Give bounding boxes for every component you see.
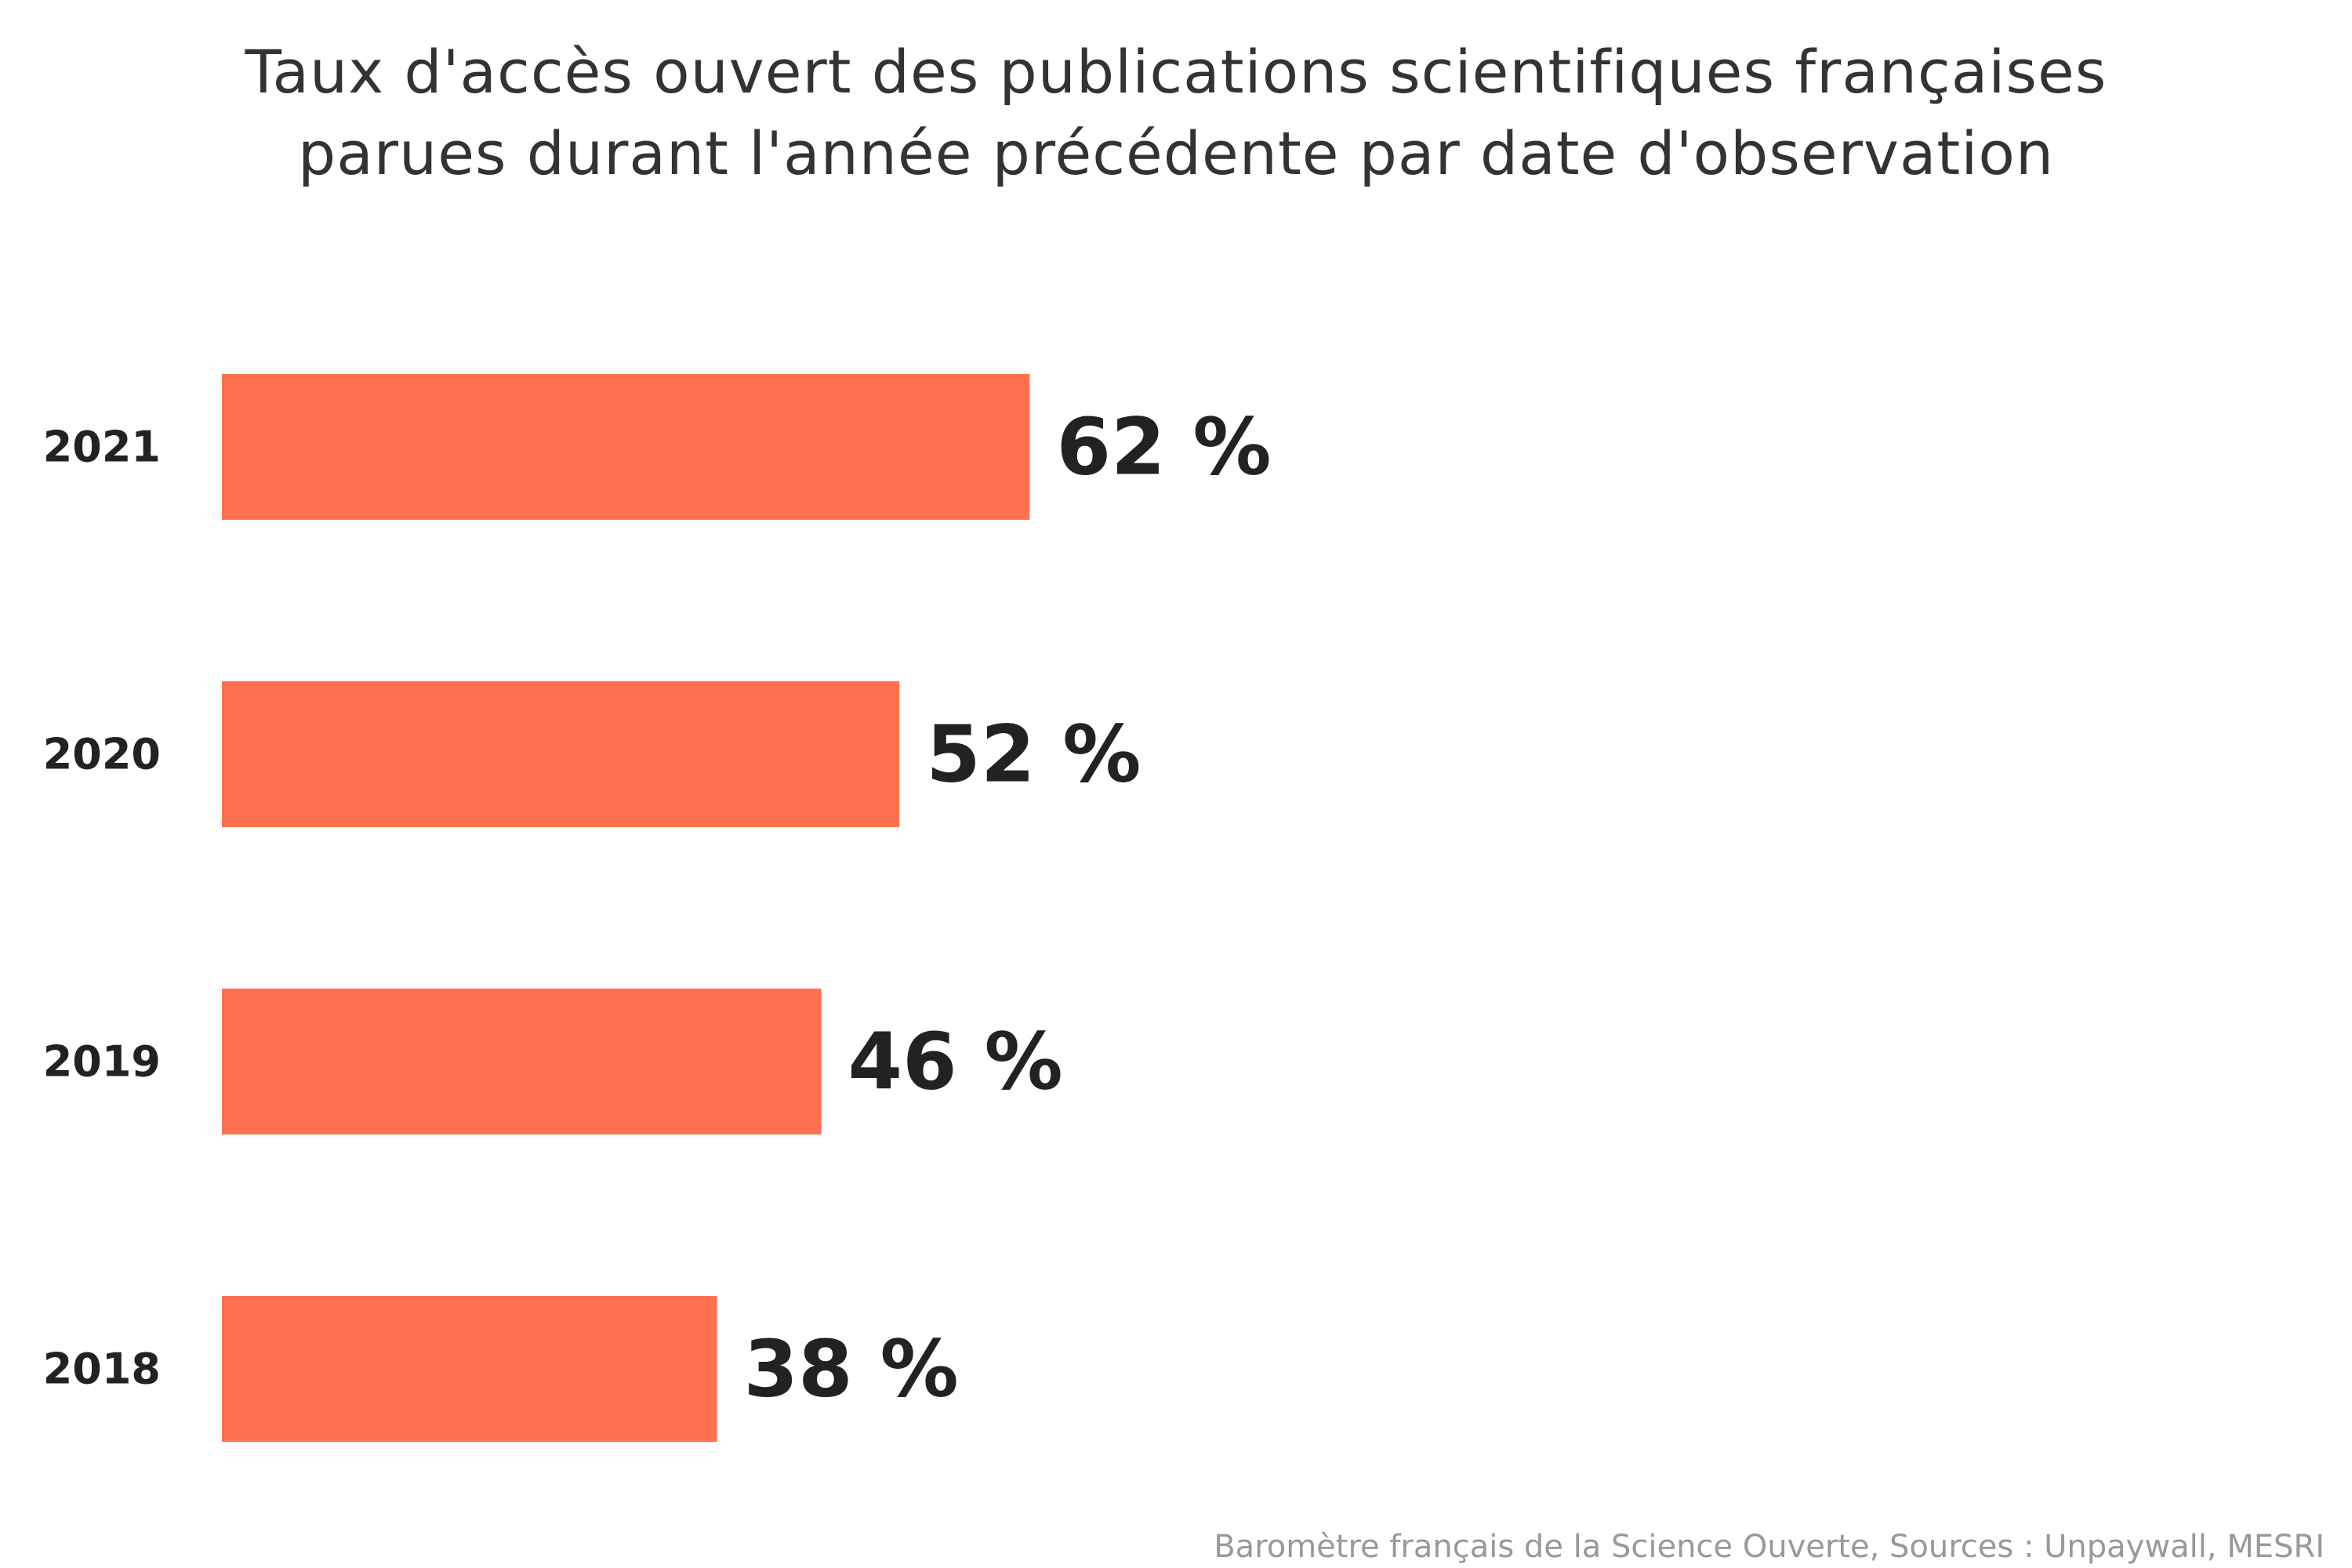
bar-row-2019: 2019 46 % bbox=[43, 989, 1063, 1134]
chart-title: Taux d'accès ouvert des publications sci… bbox=[245, 37, 2107, 188]
bar-row-2018: 2018 38 % bbox=[43, 1296, 959, 1442]
bar-row-2020: 2020 52 % bbox=[43, 681, 1141, 827]
plot-area: 2021 62 % 2020 52 % 2019 46 % 2018 38 % bbox=[43, 374, 1272, 1442]
bar-2018 bbox=[222, 1296, 717, 1442]
chart-title-line-1: Taux d'accès ouvert des publications sci… bbox=[245, 37, 2107, 107]
value-label-2018: 38 % bbox=[744, 1323, 959, 1415]
bar-2019 bbox=[222, 989, 822, 1134]
value-label-2021: 62 % bbox=[1056, 401, 1271, 493]
category-label-2021: 2021 bbox=[43, 423, 161, 472]
bar-2021 bbox=[222, 374, 1030, 520]
bar-2020 bbox=[222, 681, 900, 827]
category-label-2018: 2018 bbox=[43, 1345, 161, 1394]
bar-row-2021: 2021 62 % bbox=[43, 374, 1272, 520]
category-label-2020: 2020 bbox=[43, 730, 161, 779]
value-label-2019: 46 % bbox=[848, 1016, 1063, 1108]
chart-title-line-2: parues durant l'année précédente par dat… bbox=[298, 118, 2054, 188]
category-label-2019: 2019 bbox=[43, 1037, 161, 1087]
value-label-2020: 52 % bbox=[926, 709, 1141, 800]
source-note: Baromètre français de la Science Ouverte… bbox=[1214, 1529, 2325, 1565]
